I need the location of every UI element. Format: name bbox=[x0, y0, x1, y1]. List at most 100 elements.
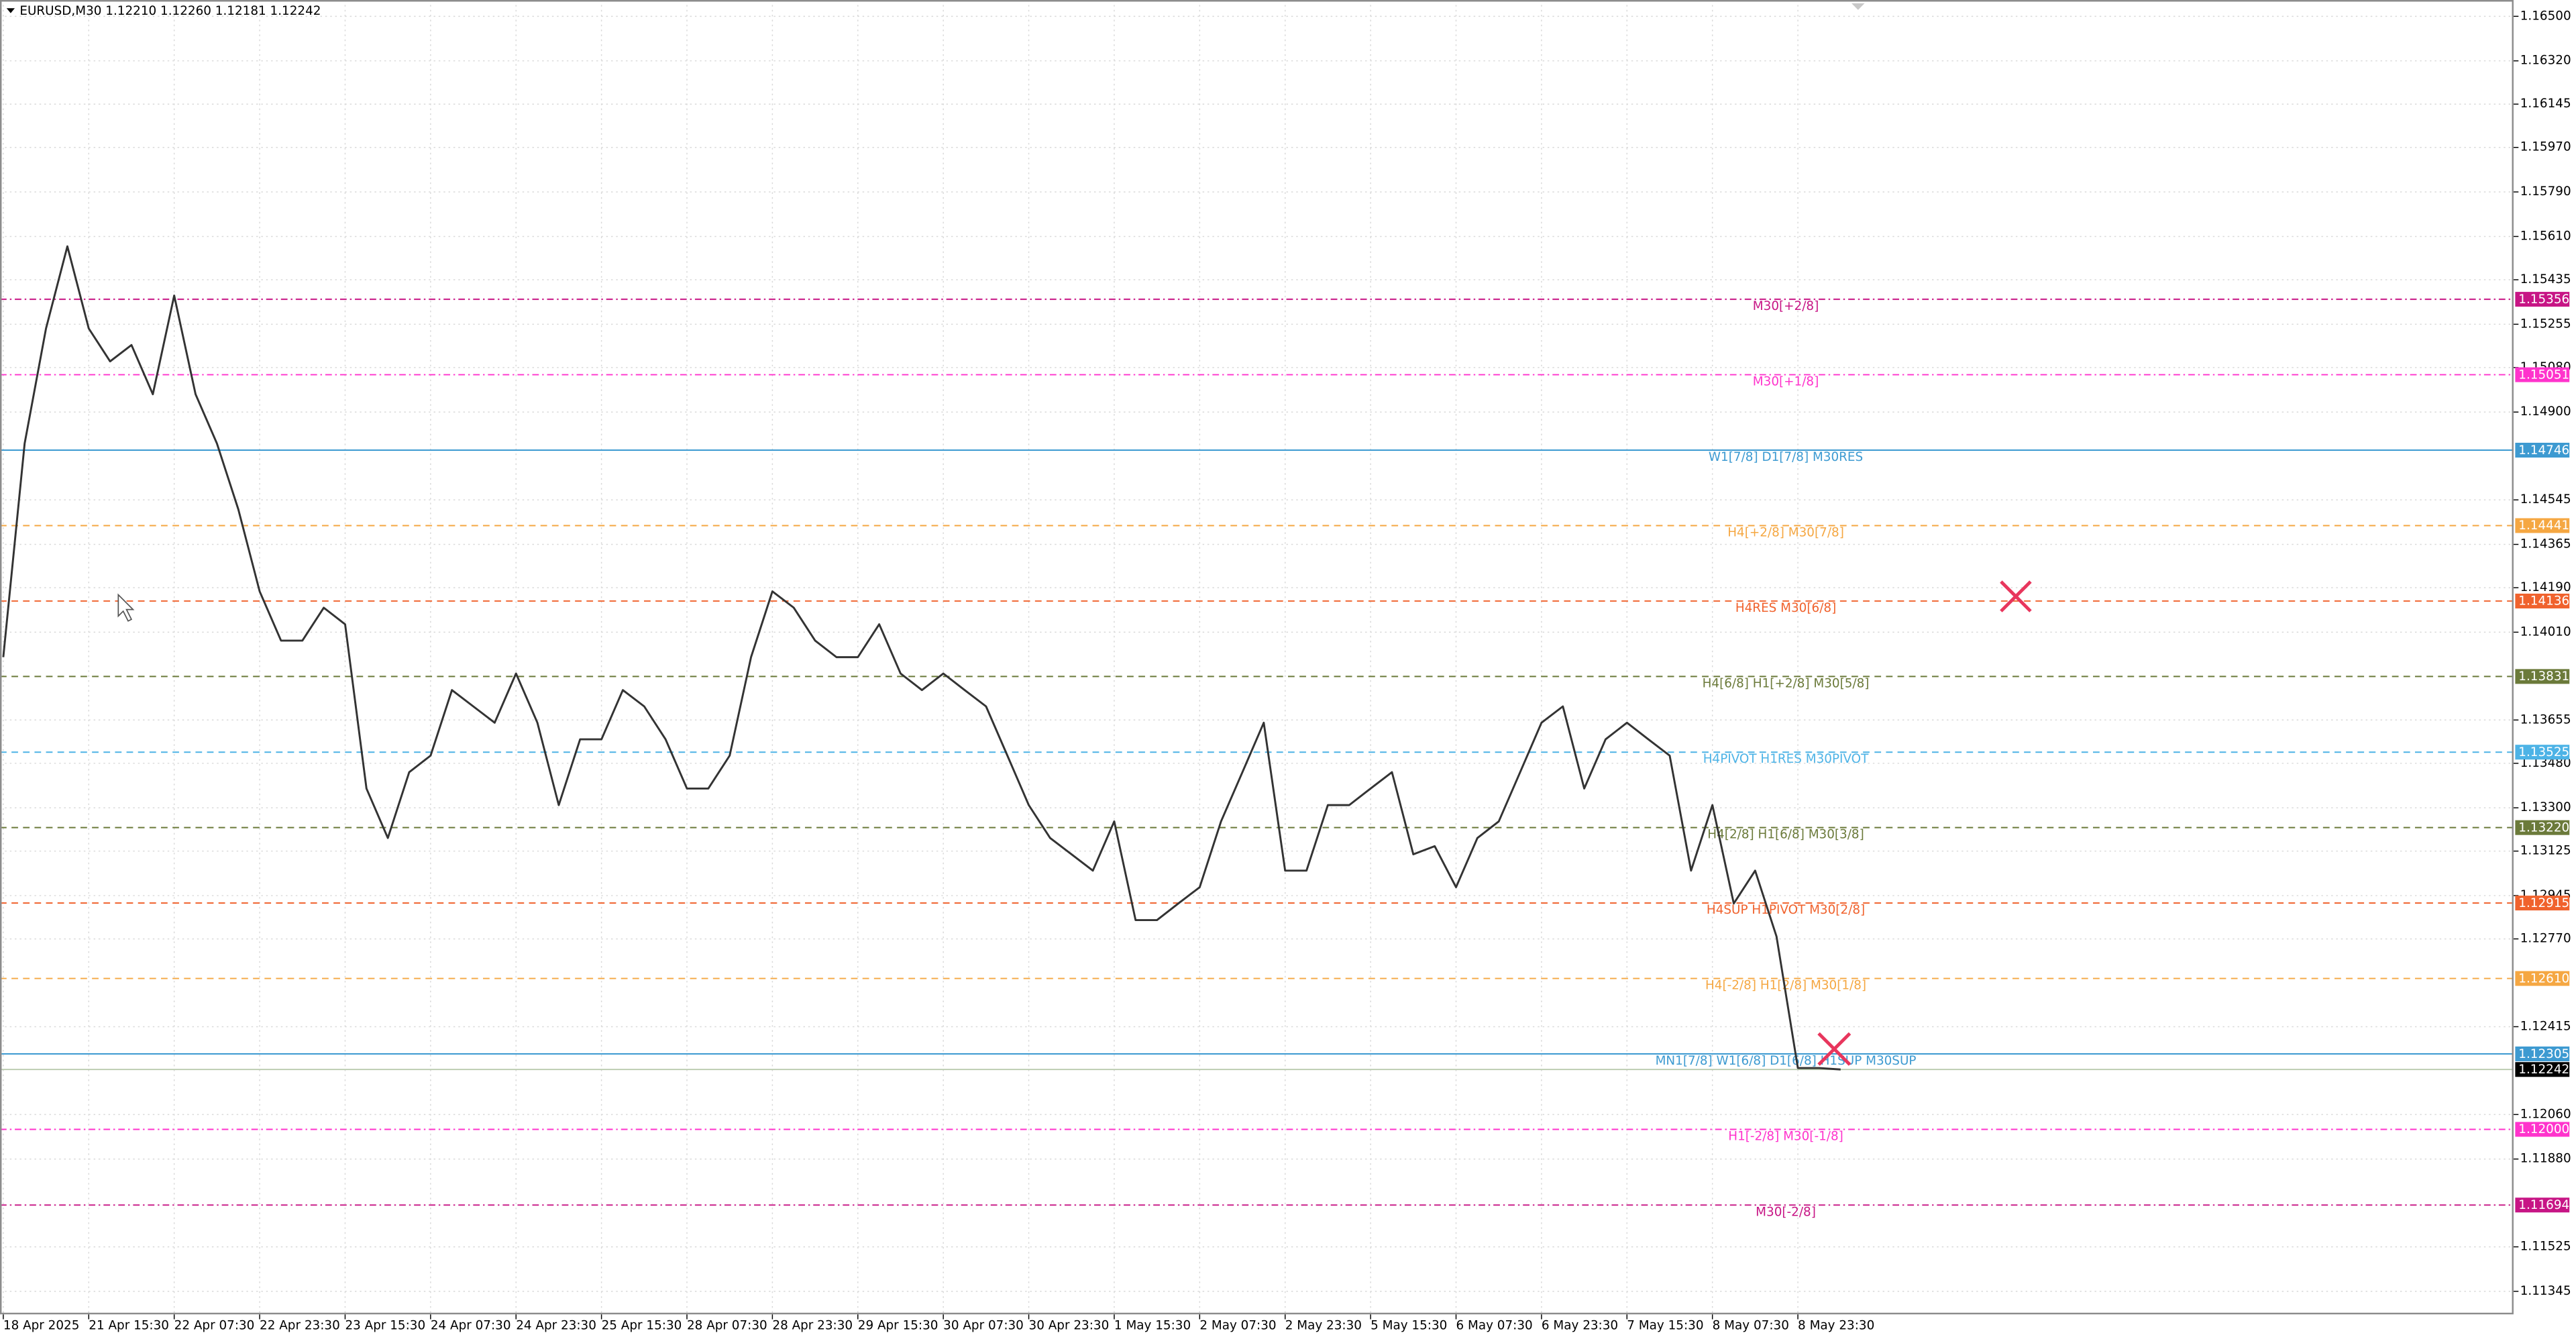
x-tick-label: 25 Apr 15:30 bbox=[602, 1318, 682, 1332]
x-tick-label: 28 Apr 07:30 bbox=[687, 1318, 767, 1332]
cross-marker bbox=[2000, 580, 2032, 612]
y-tick-label: 1.11345 bbox=[2520, 1284, 2571, 1298]
price-series bbox=[2, 245, 1841, 1071]
price-tag-label: 1.15356 bbox=[2518, 292, 2569, 307]
price-tag bbox=[2515, 367, 2570, 382]
x-tick-label: 24 Apr 07:30 bbox=[431, 1318, 511, 1332]
price-tag bbox=[2515, 669, 2570, 684]
x-tick-label: 6 May 07:30 bbox=[1456, 1318, 1533, 1332]
price-tag bbox=[2515, 1062, 2570, 1077]
y-tick-label: 1.14900 bbox=[2520, 405, 2571, 419]
y-tick-label: 1.14545 bbox=[2520, 492, 2571, 506]
price-tag-label: 1.12305 bbox=[2518, 1047, 2569, 1061]
y-tick-label: 1.14190 bbox=[2520, 580, 2571, 594]
level-label: W1[7/8] D1[7/8] M30RES bbox=[1709, 450, 1863, 464]
y-tick-label: 1.13655 bbox=[2520, 712, 2571, 727]
price-tag bbox=[2515, 292, 2570, 307]
level-label: H1[-2/8] M30[-1/8] bbox=[1728, 1129, 1843, 1143]
y-tick-label: 1.15610 bbox=[2520, 229, 2571, 243]
price-tag bbox=[2515, 896, 2570, 911]
price-tag-label: 1.13831 bbox=[2518, 670, 2569, 684]
x-tick-label: 23 Apr 15:30 bbox=[345, 1318, 425, 1332]
y-tick-label: 1.11880 bbox=[2520, 1152, 2571, 1166]
x-tick-label: 2 May 23:30 bbox=[1285, 1318, 1362, 1332]
level-label: M30[-2/8] bbox=[1756, 1205, 1816, 1219]
y-tick-label: 1.13125 bbox=[2520, 844, 2571, 858]
level-label: H4[+2/8] M30[7/8] bbox=[1727, 526, 1844, 540]
price-tag-label: 1.12610 bbox=[2518, 971, 2569, 985]
x-tick-label: 29 Apr 15:30 bbox=[858, 1318, 938, 1332]
y-tick-label: 1.12770 bbox=[2520, 932, 2571, 946]
price-tag-label: 1.14746 bbox=[2518, 443, 2569, 458]
price-tag bbox=[2515, 1197, 2570, 1213]
x-tick-label: 28 Apr 23:30 bbox=[772, 1318, 853, 1332]
price-tag bbox=[2515, 971, 2570, 986]
price-tag-label: 1.11694 bbox=[2518, 1198, 2569, 1212]
x-tick-label: 22 Apr 07:30 bbox=[174, 1318, 255, 1332]
x-tick-label: 30 Apr 07:30 bbox=[943, 1318, 1024, 1332]
price-tag bbox=[2515, 745, 2570, 760]
price-tag-label: 1.14441 bbox=[2518, 519, 2569, 533]
y-tick-label: 1.16320 bbox=[2520, 54, 2571, 68]
price-tag bbox=[2515, 518, 2570, 533]
x-tick-label: 8 May 23:30 bbox=[1798, 1318, 1874, 1332]
price-tag bbox=[2515, 443, 2570, 458]
price-tag-label: 1.12915 bbox=[2518, 896, 2569, 910]
price-tag-label: 1.13525 bbox=[2518, 745, 2569, 759]
x-tick-label: 5 May 15:30 bbox=[1371, 1318, 1447, 1332]
x-tick-label: 21 Apr 15:30 bbox=[89, 1318, 169, 1332]
price-tag-label: 1.12242 bbox=[2518, 1063, 2569, 1077]
price-tag bbox=[2515, 1122, 2570, 1137]
x-tick-label: 24 Apr 23:30 bbox=[516, 1318, 596, 1332]
price-tag bbox=[2515, 593, 2570, 608]
x-tick-label: 6 May 23:30 bbox=[1542, 1318, 1618, 1332]
x-tick-label: 22 Apr 23:30 bbox=[260, 1318, 340, 1332]
level-label: MN1[7/8] W1[6/8] D1[6/8] H1SUP M30SUP bbox=[1656, 1054, 1917, 1068]
y-tick-label: 1.13300 bbox=[2520, 800, 2571, 814]
y-tick-label: 1.14010 bbox=[2520, 625, 2571, 639]
levels: M30[+2/8] M30[+1/8] W1[7/8] D1[7/8] M30RES… bbox=[0, 299, 2514, 1219]
level-label: H4[-2/8] H1[2/8] M30[1/8] bbox=[1705, 979, 1866, 993]
y-tick-label: 1.11525 bbox=[2520, 1240, 2571, 1254]
grid bbox=[0, 0, 2514, 1315]
y-tick-label: 1.12060 bbox=[2520, 1107, 2571, 1121]
shift-marker bbox=[1851, 3, 1865, 10]
level-label: M30[+1/8] bbox=[1753, 375, 1819, 389]
level-label: H4[6/8] H1[+2/8] M30[5/8] bbox=[1703, 676, 1870, 690]
price-line bbox=[2, 245, 1841, 1071]
level-label: H4SUP H1PIVOT M30[2/8] bbox=[1707, 903, 1865, 917]
level-label: H4PIVOT H1RES M30PIVOT bbox=[1703, 752, 1869, 766]
price-tag bbox=[2515, 1047, 2570, 1062]
x-tick-label: 18 Apr 2025 bbox=[3, 1318, 80, 1332]
price-tag-label: 1.14136 bbox=[2518, 594, 2569, 608]
y-tick-label: 1.12415 bbox=[2520, 1019, 2571, 1033]
mouse-cursor bbox=[117, 593, 135, 622]
axes: 1.16500 1.16320 1.16145 1.15970 1.15790 1.156… bbox=[3, 9, 2571, 1332]
y-tick-label: 1.16145 bbox=[2520, 97, 2571, 111]
y-tick-label: 1.16500 bbox=[2520, 9, 2571, 23]
x-tick-label: 8 May 07:30 bbox=[1713, 1318, 1789, 1332]
level-label: M30[+2/8] bbox=[1753, 299, 1819, 313]
menu-triangle[interactable] bbox=[6, 8, 15, 13]
x-tick-label: 1 May 15:30 bbox=[1114, 1318, 1191, 1332]
y-tick-label: 1.14365 bbox=[2520, 537, 2571, 551]
price-tag-label: 1.12000 bbox=[2518, 1122, 2569, 1136]
level-label: H4RES M30[6/8] bbox=[1735, 601, 1836, 615]
x-tick-label: 30 Apr 23:30 bbox=[1029, 1318, 1110, 1332]
cross-marker bbox=[1817, 1032, 1851, 1066]
x-tick-label: 7 May 15:30 bbox=[1627, 1318, 1703, 1332]
level-label: H4[2/8] H1[6/8] M30[3/8] bbox=[1707, 828, 1864, 842]
chart-title: EURUSD,M30 1.12210 1.12260 1.12181 1.122… bbox=[19, 4, 321, 18]
price-tag-label: 1.15051 bbox=[2518, 368, 2569, 382]
y-tick-label: 1.15790 bbox=[2520, 184, 2571, 199]
x-tick-label: 2 May 07:30 bbox=[1199, 1318, 1276, 1332]
price-tag bbox=[2515, 820, 2570, 835]
price-tag-label: 1.13220 bbox=[2518, 820, 2569, 835]
plot-frame bbox=[0, 0, 2514, 1315]
y-tick-label: 1.15970 bbox=[2520, 140, 2571, 154]
y-tick-label: 1.15255 bbox=[2520, 317, 2571, 331]
y-tick-label: 1.15435 bbox=[2520, 272, 2571, 286]
